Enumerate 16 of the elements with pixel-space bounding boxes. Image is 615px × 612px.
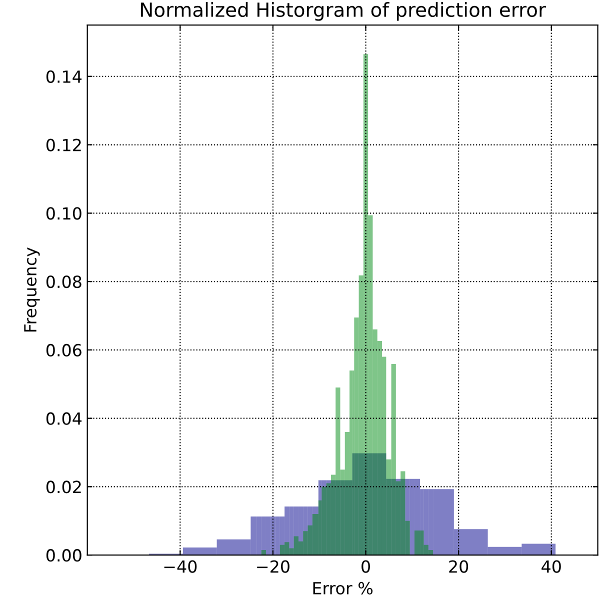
x-tick-label: 0 xyxy=(362,560,370,573)
y-tick-label: 0.02 xyxy=(46,480,81,494)
y-tick-label: 0.12 xyxy=(46,138,81,152)
x-tick-label: −40 xyxy=(164,560,197,573)
y-tick-label: 0.08 xyxy=(46,276,82,288)
x-tick-label: −20 xyxy=(257,560,290,573)
y-tick-label: 0.10 xyxy=(46,207,82,220)
x-axis-title: Error % xyxy=(313,582,373,595)
y-tick-label: 0.04 xyxy=(46,412,82,425)
y-tick-label: 0.06 xyxy=(46,344,82,356)
y-tick-label: 0.14 xyxy=(46,70,82,83)
y-tick-label: 0.00 xyxy=(46,549,82,562)
y-axis-title: Frequency xyxy=(24,248,40,332)
x-tick-label: 20 xyxy=(449,560,468,573)
chart-title: Normalized Historgram of prediction error xyxy=(141,2,546,21)
x-tick-label: 40 xyxy=(542,560,561,573)
